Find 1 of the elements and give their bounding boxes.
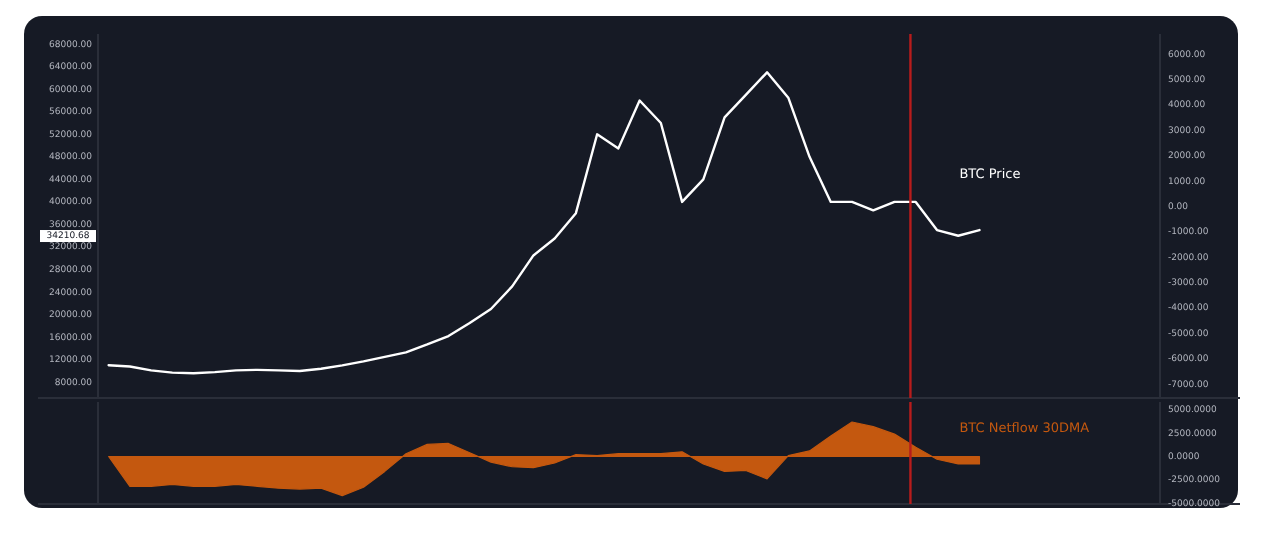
line-series bbox=[107, 71, 981, 375]
